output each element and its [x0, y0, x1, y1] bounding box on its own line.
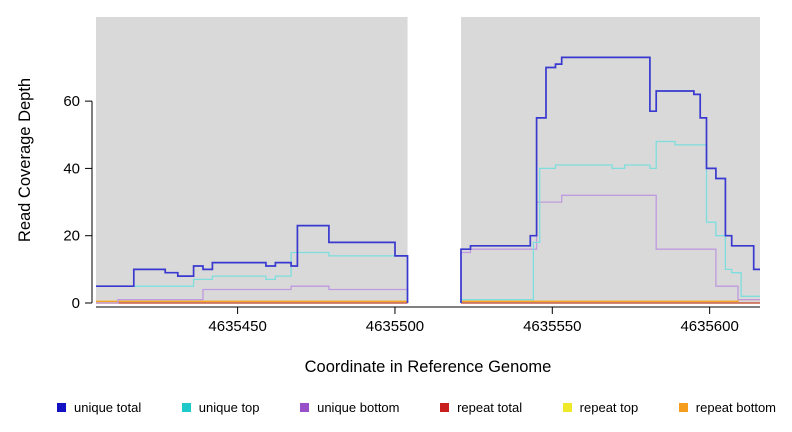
- y-tick-label: 20: [63, 228, 80, 245]
- legend-item-repeat-total: repeat total: [440, 400, 522, 415]
- x-tick-label: 4635450: [208, 318, 266, 335]
- x-tick-label: 4635600: [680, 318, 738, 335]
- y-tick-label: 60: [63, 93, 80, 110]
- legend-item-unique-bottom: unique bottom: [300, 400, 400, 415]
- legend-item-unique-total: unique total: [57, 400, 141, 415]
- coverage-line-unique-bottom: [96, 285, 409, 304]
- legend-label-unique-top: unique top: [198, 400, 260, 415]
- legend-swatch-repeat-top: [562, 403, 572, 412]
- panel-background: [96, 17, 408, 303]
- y-tick-label: 0: [72, 295, 80, 312]
- legend-label-repeat-top: repeat top: [579, 400, 639, 415]
- legend-swatch-unique-total: [57, 403, 66, 412]
- y-axis-title: Read Coverage Depth: [16, 78, 34, 242]
- legend-label-unique-bottom: unique bottom: [317, 400, 400, 415]
- y-tick-label: 40: [63, 160, 80, 177]
- x-axis-title: Coordinate in Reference Genome: [305, 358, 552, 376]
- coverage-line-unique-total: [460, 56, 760, 303]
- legend-item-repeat-bottom: repeat bottom: [678, 400, 776, 415]
- legend-swatch-unique-bottom: [300, 403, 310, 412]
- legend-label-repeat-bottom: repeat bottom: [695, 400, 776, 415]
- legend-item-repeat-top: repeat top: [562, 400, 639, 415]
- coverage-line-unique-top: [460, 140, 760, 303]
- x-tick-label: 4635550: [523, 318, 581, 335]
- legend-label-repeat-total: repeat total: [457, 400, 523, 415]
- legend-item-unique-top: unique top: [181, 400, 260, 415]
- panel-background: [461, 17, 760, 303]
- legend-swatch-unique-top: [181, 403, 191, 412]
- legend-swatch-repeat-total: [440, 403, 450, 412]
- legend-label-unique-total: unique total: [74, 400, 142, 415]
- coverage-line-unique-top: [96, 251, 409, 303]
- legend: unique total unique top unique bottom repea…: [0, 400, 792, 415]
- legend-swatch-repeat-bottom: [678, 403, 688, 412]
- coverage-plot: 0 20 40 60 4635450 4635500 4635550 4635600 Coord…: [16, 17, 760, 376]
- x-tick-label: 4635500: [366, 318, 424, 335]
- coverage-line-unique-total: [96, 224, 409, 303]
